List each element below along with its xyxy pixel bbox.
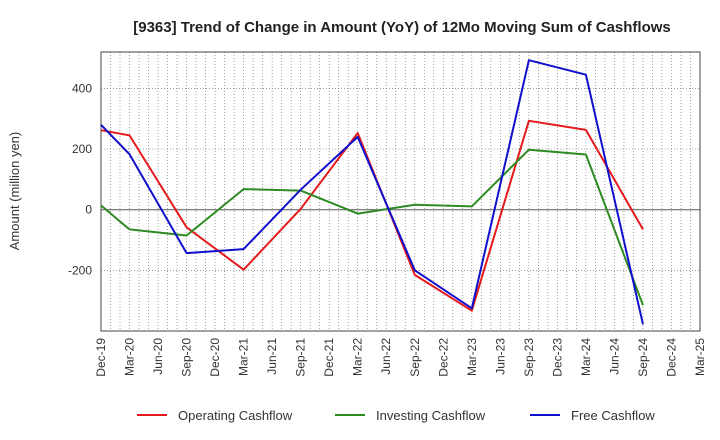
- x-tick-label: Mar-25: [693, 338, 707, 376]
- x-axis-ticks: Dec-19 Mar-20 Jun-20 Sep-20 Dec-20 Mar-21 Jun-…: [94, 338, 707, 377]
- legend-label-free-cashflow: Free Cashflow: [571, 408, 655, 423]
- y-tick-label: 400: [72, 81, 92, 95]
- x-tick-label: Jun-23: [493, 338, 507, 375]
- x-tick-label: Jun-20: [151, 338, 165, 375]
- x-tick-label: Mar-23: [465, 338, 479, 376]
- plot-area: [100, 51, 701, 332]
- series-line-free-cashflow: [100, 59, 644, 325]
- chart-title: [9363] Trend of Change in Amount (YoY) o…: [133, 19, 671, 36]
- x-tick-label: Dec-23: [550, 338, 564, 377]
- x-tick-label: Sep-22: [408, 338, 422, 377]
- y-axis-label: Amount (million yen): [7, 132, 22, 251]
- x-tick-label: Sep-23: [522, 338, 536, 377]
- y-tick-label: 200: [72, 142, 92, 156]
- y-axis-ticks: -200 0 200 400: [68, 81, 92, 277]
- x-tick-label: Mar-21: [237, 338, 251, 376]
- x-tick-label: Dec-19: [94, 338, 108, 377]
- x-tick-label: Jun-22: [379, 338, 393, 375]
- x-tick-label: Mar-24: [579, 338, 593, 376]
- x-tick-label: Sep-24: [636, 338, 650, 377]
- x-tick-label: Dec-21: [322, 338, 336, 377]
- series-line-operating-cashflow: [100, 119, 644, 312]
- legend-label-operating-cashflow: Operating Cashflow: [178, 408, 293, 423]
- x-tick-label: Dec-22: [436, 338, 450, 377]
- x-tick-label: Mar-20: [123, 338, 137, 376]
- y-tick-label: -200: [68, 263, 92, 277]
- x-tick-label: Jun-21: [265, 338, 279, 375]
- series-lines: [100, 59, 644, 325]
- series-line-investing-cashflow: [100, 148, 644, 306]
- y-tick-label: 0: [85, 203, 92, 217]
- grid: [100, 52, 701, 331]
- x-tick-label: Jun-24: [607, 338, 621, 375]
- legend: Operating Cashflow Investing Cashflow Free…: [137, 408, 655, 423]
- x-tick-label: Mar-22: [351, 338, 365, 376]
- x-tick-label: Dec-24: [664, 338, 678, 377]
- x-tick-label: Sep-20: [180, 338, 194, 377]
- legend-label-investing-cashflow: Investing Cashflow: [376, 408, 486, 423]
- x-tick-label: Dec-20: [208, 338, 222, 377]
- x-tick-label: Sep-21: [294, 338, 308, 377]
